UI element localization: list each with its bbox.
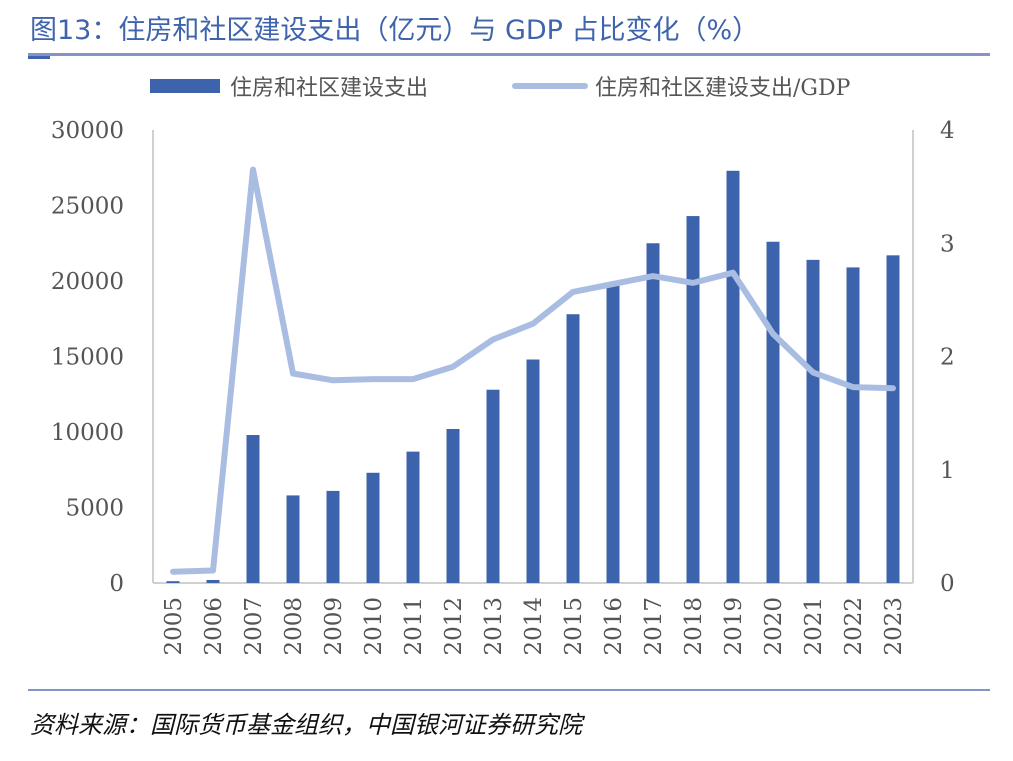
right-tick-label: 0 (940, 571, 955, 597)
bar-2010 (366, 472, 380, 583)
legend-line-label: 住房和社区建设支出/GDP (595, 76, 851, 101)
x-tick-label: 2009 (321, 597, 347, 656)
chart-title: 图13：住房和社区建设支出（亿元）与 GDP 占比变化（%） (30, 15, 760, 46)
left-tick-label: 10000 (51, 420, 124, 446)
left-tick-label: 20000 (51, 269, 124, 295)
bar-2020 (766, 241, 780, 584)
bar-2013 (486, 389, 500, 583)
right-tick-label: 2 (940, 345, 955, 371)
x-tick-label: 2022 (841, 597, 867, 656)
x-tick-label: 2007 (241, 597, 267, 656)
bar-2016 (606, 284, 620, 583)
x-tick-label: 2021 (801, 597, 827, 656)
x-tick-label: 2012 (441, 597, 467, 656)
x-tick-label: 2014 (521, 597, 547, 656)
x-tick-label: 2010 (361, 597, 387, 656)
left-axis-ticks: 0 5000 10000 15000 20000 25000 30000 (51, 118, 124, 597)
line-series (170, 166, 896, 575)
right-tick-label: 4 (940, 118, 955, 144)
bar-2019 (726, 170, 740, 583)
bar-2018 (686, 216, 700, 583)
bar-2008 (286, 495, 300, 583)
bar-2007 (246, 435, 260, 583)
left-tick-label: 15000 (51, 345, 124, 371)
left-tick-label: 30000 (51, 118, 124, 144)
bar-2017 (646, 243, 660, 583)
title-rule-accent (28, 56, 50, 59)
bar-2006 (206, 579, 220, 583)
left-tick-label: 0 (109, 571, 124, 597)
x-tick-label: 2008 (281, 597, 307, 656)
legend-bar-swatch (150, 79, 220, 93)
x-tick-label: 2006 (201, 597, 227, 656)
legend: 住房和社区建设支出 住房和社区建设支出/GDP (150, 76, 851, 101)
bar-series (166, 170, 900, 584)
bar-2012 (446, 428, 460, 583)
bar-2011 (406, 451, 420, 583)
left-tick-label: 5000 (65, 496, 124, 522)
x-tick-label: 2011 (401, 597, 427, 656)
x-tick-label: 2020 (761, 597, 787, 656)
x-tick-label: 2019 (721, 597, 747, 656)
x-tick-label: 2005 (161, 597, 187, 656)
bar-2015 (566, 314, 580, 583)
bar-2021 (806, 259, 820, 583)
title-rule (28, 53, 990, 56)
x-axis-labels: 2005 2006 2007 2008 2009 2010 2011 2012 2013 2014… (161, 597, 907, 656)
source-note: 资料来源：国际货币基金组织，中国银河证券研究院 (30, 711, 582, 739)
x-tick-label: 2016 (601, 597, 627, 656)
bar-2023 (886, 255, 900, 583)
bar-2022 (846, 267, 860, 583)
x-tick-label: 2018 (681, 597, 707, 656)
source-rule (28, 689, 990, 691)
x-tick-label: 2017 (641, 597, 667, 656)
right-tick-label: 3 (940, 231, 955, 257)
legend-bar-label: 住房和社区建设支出 (230, 76, 428, 101)
x-tick-label: 2013 (481, 597, 507, 656)
right-axis-ticks: 0 1 2 3 4 (940, 118, 955, 597)
bar-2009 (326, 490, 340, 583)
x-tick-label: 2015 (561, 597, 587, 656)
x-tick-label: 2023 (881, 597, 907, 656)
left-tick-label: 25000 (51, 194, 124, 220)
bar-2005 (166, 581, 180, 583)
bar-2014 (526, 359, 540, 583)
right-tick-label: 1 (940, 458, 955, 484)
